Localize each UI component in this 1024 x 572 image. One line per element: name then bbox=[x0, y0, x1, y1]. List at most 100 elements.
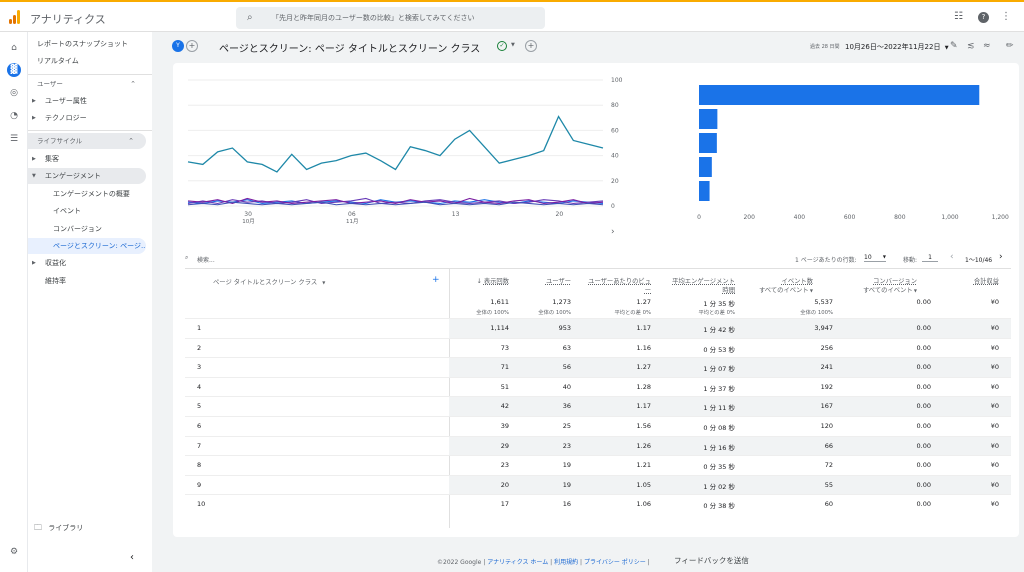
row-index: 6 bbox=[197, 422, 202, 430]
chevron-down-icon[interactable]: ▼ bbox=[511, 42, 515, 48]
chevron-up-icon[interactable]: ⌃ bbox=[128, 137, 134, 145]
table-cell: 0.00 bbox=[916, 480, 931, 489]
sidebar-item-retention[interactable]: 維持率 bbox=[45, 277, 66, 285]
col-header-views[interactable]: ↓ 表示回数 bbox=[463, 277, 509, 286]
check-circle-icon[interactable]: ✓ bbox=[497, 41, 507, 51]
table-row[interactable]: 1 1,114 953 1.17 1 分 42 秒 3,947 0.00 ¥0 bbox=[185, 318, 1011, 338]
col-header-users[interactable]: ユーザー bbox=[523, 277, 571, 286]
row-index: 3 bbox=[197, 363, 202, 372]
sidebar-item-label: エンゲージメント bbox=[45, 172, 101, 180]
table-cell: 1.21 bbox=[636, 461, 651, 470]
footer-link-home[interactable]: アナリティクス ホーム bbox=[487, 559, 549, 566]
prev-page-icon[interactable]: ‹ bbox=[950, 252, 954, 262]
table-search-input[interactable]: 検索... bbox=[197, 257, 215, 264]
configure-icon[interactable]: ☰ bbox=[9, 134, 19, 144]
table-cell: 120 bbox=[820, 422, 833, 430]
sidebar-item-acquisition[interactable]: ▶ 集客 bbox=[28, 151, 148, 167]
sidebar-item-conversions[interactable]: コンバージョン bbox=[53, 225, 102, 233]
table-cell: 1 分 07 秒 bbox=[703, 365, 735, 374]
explore-icon[interactable]: ◎ bbox=[10, 88, 18, 98]
search-icon: ⌕ bbox=[247, 12, 253, 23]
footer-link-terms[interactable]: 利用規約 bbox=[554, 559, 579, 566]
table-row[interactable]: 6 39 25 1.56 0 分 08 秒 120 0.00 ¥0 bbox=[185, 416, 1011, 436]
advertising-icon[interactable]: ◔ bbox=[10, 111, 18, 121]
col-header-event-count[interactable]: イベント数 すべてのイベント ▼ bbox=[753, 277, 813, 295]
comparison-badge[interactable]: Y bbox=[172, 40, 184, 52]
y-tick-label: 0 bbox=[611, 203, 615, 210]
table-row[interactable]: 5 42 36 1.17 1 分 11 秒 167 0.00 ¥0 bbox=[185, 396, 1011, 416]
next-page-icon[interactable]: › bbox=[999, 252, 1003, 262]
rows-per-page-value: 10 bbox=[864, 254, 872, 261]
page-title: ページとスクリーン: ページ タイトルとスクリーン クラス bbox=[219, 44, 481, 55]
sidebar-item-tech[interactable]: ▶ テクノロジー bbox=[28, 110, 148, 126]
help-icon[interactable]: ? bbox=[978, 12, 989, 23]
analytics-logo-icon[interactable] bbox=[9, 10, 21, 24]
col-header-avg-engagement[interactable]: 平均エンゲージメント時間 bbox=[667, 277, 735, 295]
add-dimension-icon[interactable]: + bbox=[432, 275, 440, 285]
goto-input[interactable]: 1 bbox=[922, 254, 938, 262]
table-row[interactable]: 3 71 56 1.27 1 分 07 秒 241 0.00 ¥0 bbox=[185, 357, 1011, 377]
sidebar-section-user[interactable]: ユーザー ⌃ bbox=[28, 76, 148, 92]
home-icon[interactable]: ⌂ bbox=[11, 43, 17, 53]
sidebar-nav: レポートのスナップショット リアルタイム ユーザー ⌃ ▶ ユーザー属性 ▶ テ… bbox=[28, 32, 152, 572]
bar-chart-bars bbox=[699, 85, 980, 201]
col-header-total-revenue[interactable]: 合計収益 bbox=[957, 277, 999, 286]
footer-link-privacy[interactable]: プライバシー ポリシー bbox=[583, 559, 646, 566]
chart-next-icon[interactable]: › bbox=[611, 227, 615, 237]
search-placeholder[interactable]: 「先月と昨年同月のユーザー数の比較」と検索してみてください bbox=[272, 14, 475, 22]
insights-icon[interactable]: ≈ bbox=[983, 41, 991, 51]
settings-gear-icon[interactable]: ⚙ bbox=[9, 547, 19, 557]
add-comparison-icon[interactable]: + bbox=[186, 40, 198, 52]
table-cell: ¥0 bbox=[990, 324, 999, 332]
more-vert-icon[interactable]: ⋮ bbox=[1001, 11, 1011, 22]
col-header-label: ユーザー bbox=[545, 278, 571, 285]
dimension-header[interactable]: ページ タイトルとスクリーン クラス ▼ bbox=[213, 277, 325, 286]
sidebar-item-engagement-overview[interactable]: エンゲージメントの概要 bbox=[53, 190, 130, 198]
edit-report-icon[interactable]: ✎ bbox=[950, 41, 958, 51]
row-index: 7 bbox=[197, 441, 202, 450]
sidebar-item-library[interactable]: 🗀 ライブラリ bbox=[28, 520, 148, 536]
search-bar[interactable]: ⌕ 「先月と昨年同月のユーザー数の比較」と検索してみてください bbox=[236, 7, 545, 29]
reports-icon[interactable]: ▓ bbox=[7, 63, 21, 77]
sidebar-section-lifecycle[interactable]: ライフサイクル ⌃ bbox=[28, 133, 146, 149]
bar bbox=[699, 109, 718, 129]
chevron-down-icon: ▼ bbox=[912, 288, 917, 293]
table-row[interactable]: 7 29 23 1.26 1 分 16 秒 66 0.00 ¥0 bbox=[185, 435, 1011, 456]
sidebar-item-snapshot[interactable]: レポートのスナップショット bbox=[37, 40, 128, 48]
table-cell: 3,947 bbox=[814, 324, 833, 332]
feedback-button[interactable]: フィードバックを送信 bbox=[674, 556, 749, 565]
app-title[interactable]: アナリティクス bbox=[30, 13, 106, 26]
report-header: Y + ページとスクリーン: ページ タイトルとスクリーン クラス ✓ ▼ + … bbox=[160, 36, 1024, 58]
table-row[interactable]: 2 73 63 1.16 0 分 53 秒 256 0.00 ¥0 bbox=[185, 337, 1011, 358]
table-cell: 1 分 16 秒 bbox=[703, 443, 735, 452]
sidebar-item-pages-screens[interactable]: ページとスクリーン: ページ... bbox=[28, 238, 146, 254]
sidebar-item-demographics[interactable]: ▶ ユーザー属性 bbox=[28, 93, 148, 109]
table-row[interactable]: 8 23 19 1.21 0 分 35 秒 72 0.00 ¥0 bbox=[185, 455, 1011, 475]
add-filter-icon[interactable]: + bbox=[525, 40, 537, 52]
pencil-icon[interactable]: ✏ bbox=[1006, 41, 1014, 51]
table-cell: 241 bbox=[820, 363, 833, 372]
total-value: ¥0 bbox=[990, 298, 999, 306]
collapse-sidebar-icon[interactable]: ‹ bbox=[130, 552, 134, 563]
rows-per-page-select[interactable]: 10 ▼ bbox=[864, 254, 886, 262]
date-range-picker[interactable]: 10月26日～2022年11月22日 ▼ bbox=[845, 42, 949, 52]
apps-grid-icon[interactable]: ☷ bbox=[954, 11, 963, 22]
table-row[interactable]: 4 51 40 1.28 1 分 37 秒 192 0.00 ¥0 bbox=[185, 376, 1011, 397]
sidebar-item-monetization[interactable]: ▶ 収益化 bbox=[28, 255, 148, 271]
col-header-views-per-user[interactable]: ユーザーあたりのビュー bbox=[585, 277, 651, 295]
sidebar-item-realtime[interactable]: リアルタイム bbox=[37, 57, 79, 65]
left-rail: ⌂ ▓ ◎ ◔ ☰ ⚙ bbox=[0, 32, 28, 572]
table-row[interactable]: 9 20 19 1.05 1 分 02 秒 55 0.00 ¥0 bbox=[185, 474, 1011, 495]
date-range-text: 10月26日～2022年11月22日 bbox=[845, 43, 941, 51]
line-chart-labels: 100 80 60 40 20 0 30 06 13 20 10月 11月 bbox=[242, 77, 622, 225]
x-tick-label: 20 bbox=[556, 211, 564, 218]
table-cell: 1.06 bbox=[636, 500, 651, 509]
chevron-up-icon[interactable]: ⌃ bbox=[130, 80, 136, 88]
col-header-conversions[interactable]: コンバージョン すべてのイベント ▼ bbox=[853, 277, 917, 295]
table-cell: 23 bbox=[562, 441, 571, 450]
table-row[interactable]: 10 17 16 1.06 0 分 38 秒 60 0.00 ¥0 bbox=[185, 494, 1011, 514]
table-cell: 0.00 bbox=[916, 382, 931, 391]
sidebar-item-events[interactable]: イベント bbox=[53, 207, 81, 215]
sidebar-item-engagement[interactable]: ▼ エンゲージメント bbox=[28, 168, 146, 184]
share-icon[interactable]: ≲ bbox=[967, 41, 975, 51]
